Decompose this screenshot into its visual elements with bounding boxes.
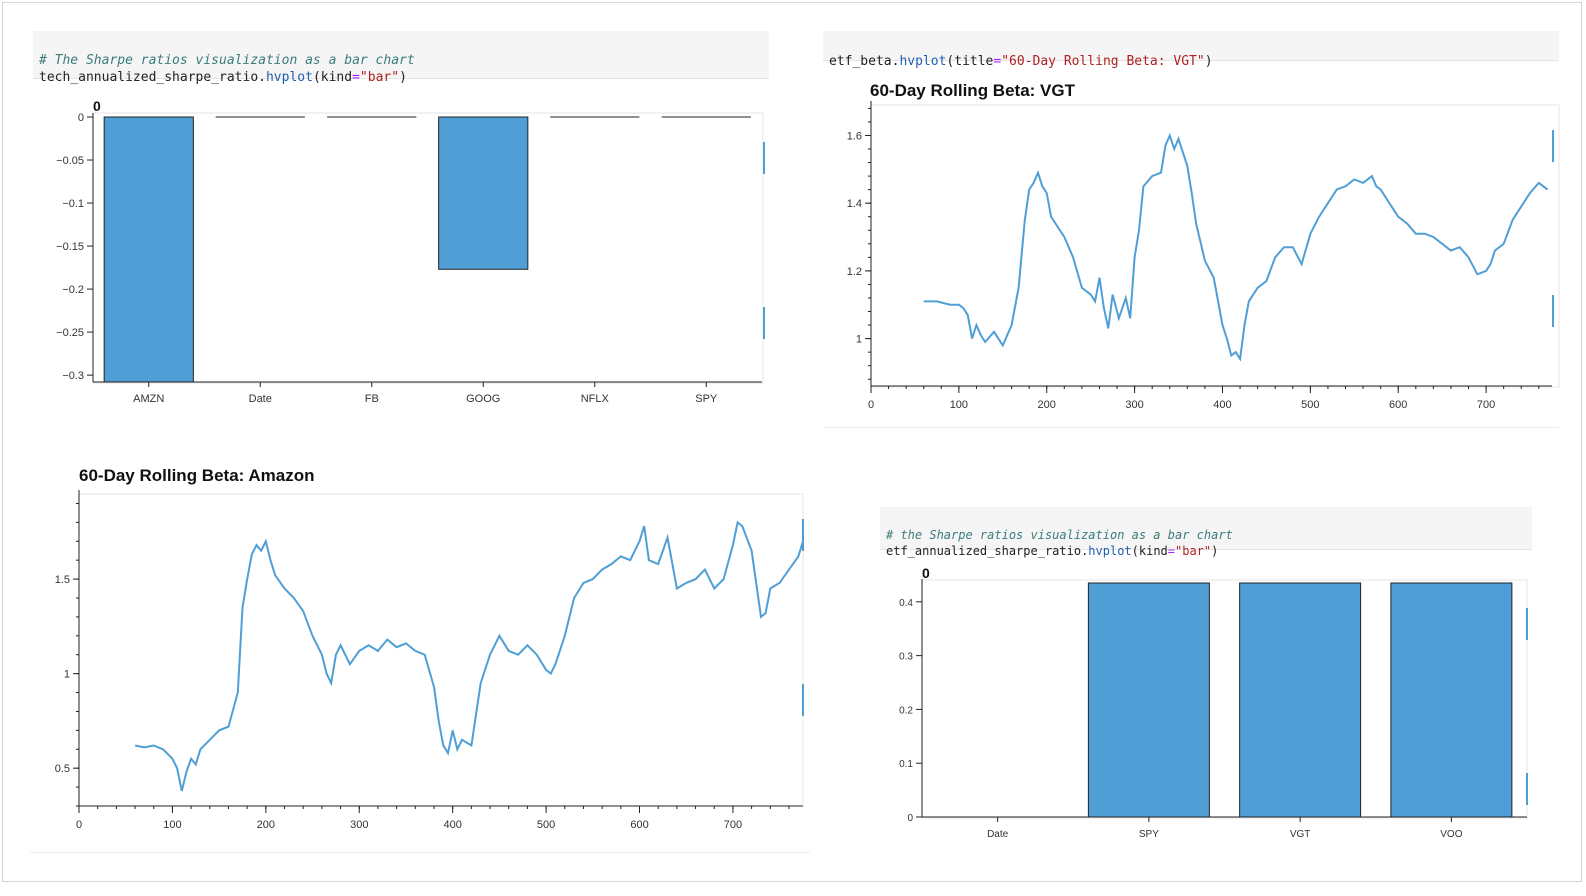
x-tick-label: 300 bbox=[1125, 399, 1143, 411]
x-tick-label: 500 bbox=[537, 819, 555, 831]
toolbar-pan-icon bbox=[1526, 608, 1528, 640]
plot-frame bbox=[870, 104, 1560, 388]
chart-title: 60-Day Rolling Beta: VGT bbox=[870, 81, 1076, 100]
chart-title: 0 bbox=[93, 98, 101, 114]
x-tick-label: 200 bbox=[257, 819, 275, 831]
x-tick-label: VGT bbox=[1290, 829, 1311, 840]
series-line bbox=[134, 520, 804, 792]
toolbar-pan-icon bbox=[763, 142, 765, 174]
code-cell-etf-sharpe[interactable]: # the Sharpe ratios visualization as a b… bbox=[880, 507, 1532, 558]
y-tick-label: 0 bbox=[907, 813, 913, 824]
code-equals: = bbox=[993, 54, 1002, 69]
toolbar-pan-icon bbox=[1552, 130, 1554, 162]
x-tick-label: Date bbox=[249, 393, 272, 405]
code-comment: # The Sharpe ratios visualization as a b… bbox=[39, 53, 415, 68]
bar-amzn bbox=[103, 116, 194, 383]
x-tick-label: SPY bbox=[695, 393, 718, 405]
chart-title: 0 bbox=[922, 565, 930, 581]
y-tick-label: 1.5 bbox=[55, 574, 70, 586]
bar-spy bbox=[1087, 582, 1210, 818]
y-tick-label: −0.1 bbox=[62, 198, 84, 210]
code-argument: "bar" bbox=[359, 70, 400, 85]
series-line bbox=[923, 132, 1549, 362]
code-cell-tech-sharpe[interactable]: # The Sharpe ratios visualization as a b… bbox=[33, 31, 769, 85]
y-tick-label: 0.4 bbox=[899, 598, 913, 609]
chart-amzn_beta: 60-Day Rolling Beta: Amazon 0.5 1 1.5 0 100 20… bbox=[55, 466, 804, 831]
code-close: ) bbox=[1204, 54, 1213, 69]
code-comment: # the Sharpe ratios visualization as a b… bbox=[886, 528, 1233, 542]
code-cell-vgt-beta[interactable]: etf_beta.hvplot(title="60-Day Rolling Be… bbox=[823, 31, 1559, 69]
bar-goog bbox=[438, 116, 529, 270]
code-close: ) bbox=[399, 70, 407, 85]
toolbar-zoom-icon bbox=[802, 684, 804, 716]
x-tick-label: 300 bbox=[350, 819, 368, 831]
code-open: (title bbox=[946, 54, 994, 69]
chart-title: 60-Day Rolling Beta: Amazon bbox=[79, 466, 315, 485]
y-tick-label: 1.2 bbox=[847, 266, 862, 278]
code-equals: = bbox=[1167, 544, 1176, 558]
code-object: etf_beta. bbox=[829, 54, 900, 69]
code-open: (kind bbox=[1131, 544, 1168, 558]
code-argument: "60-Day Rolling Beta: VGT" bbox=[1001, 54, 1205, 69]
x-tick-label: 600 bbox=[630, 819, 648, 831]
x-tick-label: NFLX bbox=[581, 393, 610, 405]
code-argument: "bar" bbox=[1175, 544, 1212, 558]
code-close: ) bbox=[1211, 544, 1219, 558]
y-tick-label: 0.5 bbox=[55, 763, 70, 775]
y-tick-label: 0 bbox=[78, 112, 84, 124]
x-tick-label: FB bbox=[365, 393, 379, 405]
cell-separator bbox=[30, 852, 810, 853]
y-tick-label: 1.4 bbox=[847, 198, 862, 210]
code-object: etf_annualized_sharpe_ratio. bbox=[886, 544, 1089, 558]
y-tick-label: 1 bbox=[856, 334, 862, 346]
x-tick-label: 0 bbox=[76, 819, 82, 831]
chart-vgt_beta: 60-Day Rolling Beta: VGT 1 1.2 1.4 1.6 0 100 20… bbox=[847, 81, 1560, 411]
code-open: (kind bbox=[312, 70, 353, 85]
x-tick-label: AMZN bbox=[133, 393, 164, 405]
toolbar-pan-icon bbox=[802, 519, 804, 551]
x-tick-label: GOOG bbox=[466, 393, 500, 405]
x-tick-label: SPY bbox=[1139, 829, 1159, 840]
x-tick-label: 600 bbox=[1389, 399, 1407, 411]
plot-frame bbox=[78, 493, 804, 807]
y-tick-label: −0.05 bbox=[56, 155, 84, 167]
bar-voo bbox=[1390, 582, 1513, 818]
y-tick-label: 0.1 bbox=[899, 759, 913, 770]
chart-etf_sharpe: 0 0 0.1 0.2 0.3 0.4 Date SPY VGT VOO bbox=[899, 565, 1528, 840]
code-function: hvplot bbox=[1088, 544, 1132, 558]
screenshot-frame bbox=[2, 2, 1582, 882]
toolbar-zoom-icon bbox=[1526, 773, 1528, 805]
x-tick-label: 500 bbox=[1301, 399, 1319, 411]
x-tick-label: 400 bbox=[443, 819, 461, 831]
toolbar-zoom-icon bbox=[763, 307, 765, 339]
y-tick-label: 0.3 bbox=[899, 652, 913, 663]
x-tick-label: 700 bbox=[724, 819, 742, 831]
code-function: hvplot bbox=[899, 54, 947, 69]
bar-vgt bbox=[1239, 582, 1362, 818]
x-tick-label: 0 bbox=[868, 399, 874, 411]
cell-separator bbox=[823, 427, 1559, 428]
toolbar-zoom-icon bbox=[1552, 295, 1554, 327]
x-tick-label: 400 bbox=[1213, 399, 1231, 411]
y-tick-label: −0.2 bbox=[62, 284, 84, 296]
code-equals: = bbox=[352, 70, 360, 85]
y-tick-label: 1.6 bbox=[847, 130, 862, 142]
x-tick-label: 100 bbox=[950, 399, 968, 411]
code-object: tech_annualized_sharpe_ratio. bbox=[39, 70, 266, 85]
chart-tech_sharpe: 00 −0.05 −0.1 −0.15 −0.2 −0.25 −0.3 AMZN Date FB G… bbox=[56, 98, 765, 405]
y-tick-label: −0.3 bbox=[62, 370, 84, 382]
y-tick-label: −0.25 bbox=[56, 327, 84, 339]
code-function: hvplot bbox=[265, 70, 313, 85]
x-tick-label: 700 bbox=[1477, 399, 1495, 411]
y-tick-label: 1 bbox=[64, 669, 70, 681]
x-tick-label: Date bbox=[987, 829, 1009, 840]
y-tick-label: −0.15 bbox=[56, 241, 84, 253]
x-tick-label: VOO bbox=[1440, 829, 1462, 840]
y-tick-label: 0.2 bbox=[899, 705, 913, 716]
x-tick-label: 200 bbox=[1038, 399, 1056, 411]
x-tick-label: 100 bbox=[163, 819, 181, 831]
